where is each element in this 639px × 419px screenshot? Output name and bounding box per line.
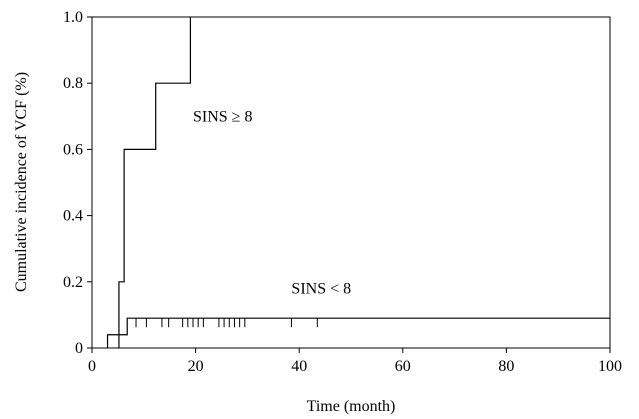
- y-axis-ticks: 0 0.2 0.4 0.6 0.8 1.0: [63, 9, 92, 357]
- series-annotation: SINS ≥ 8: [193, 108, 252, 125]
- series-layer: [106, 17, 610, 348]
- y-tick-label: 0: [75, 340, 83, 357]
- y-tick-label: 0.2: [63, 274, 83, 291]
- x-tick-label: 100: [598, 358, 622, 375]
- x-tick-label: 0: [88, 358, 96, 375]
- y-tick-label: 0.8: [63, 75, 83, 92]
- annotation-layer: SINS ≥ 8 SINS < 8: [193, 108, 351, 297]
- x-tick-label: 80: [498, 358, 514, 375]
- y-tick-label: 0.6: [63, 141, 83, 158]
- series-annotation: SINS < 8: [291, 280, 351, 297]
- series-line-1: [118, 17, 192, 348]
- series-line-2: [106, 317, 610, 348]
- x-tick-label: 20: [188, 358, 204, 375]
- y-tick-label: 0.4: [63, 208, 83, 225]
- x-tick-label: 40: [291, 358, 307, 375]
- x-axis-ticks: 0 20 40 60 80 100: [88, 348, 622, 375]
- plot-frame: [91, 16, 611, 349]
- x-tick-label: 60: [395, 358, 411, 375]
- y-tick-label: 1.0: [63, 9, 83, 26]
- x-axis-label: Time (month): [307, 398, 396, 415]
- y-axis-label: Cumulative incidence of VCF (%): [13, 72, 30, 292]
